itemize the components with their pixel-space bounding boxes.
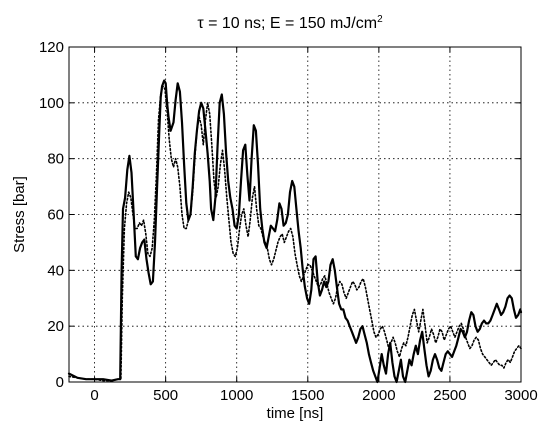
series-line-dotted — [68, 85, 522, 382]
y-tick-label: 100 — [39, 95, 64, 112]
y-tick-label: 80 — [47, 151, 64, 168]
y-tick-label: 0 — [56, 374, 64, 391]
x-tick-label: 3000 — [504, 387, 537, 404]
x-tick-label: 500 — [153, 387, 178, 404]
x-tick-label: 2500 — [433, 387, 466, 404]
y-tick-label: 60 — [47, 207, 64, 224]
x-tick-label: 1500 — [291, 387, 324, 404]
chart-title-superscript: 2 — [377, 14, 383, 25]
axis-ticks: 0 500 1000 1500 2000 2500 3000 0 20 40 60 80 100 120 — [39, 39, 538, 404]
x-axis-label: time [ns] — [267, 405, 324, 422]
y-tick-label: 120 — [39, 39, 64, 56]
chart-title: τ = 10 ns; E = 150 mJ/cm2 — [197, 14, 383, 32]
x-tick-label: 2000 — [362, 387, 395, 404]
chart-title-main: τ = 10 ns; E = 150 mJ/cm — [197, 15, 377, 32]
series-group — [67, 79, 523, 384]
y-tick-label: 20 — [47, 318, 64, 335]
y-tick-label: 40 — [47, 262, 64, 279]
x-tick-label: 1000 — [220, 387, 253, 404]
x-tick-label: 0 — [90, 387, 98, 404]
series-line-solid — [67, 79, 523, 384]
y-axis-label: Stress [bar] — [11, 176, 28, 253]
